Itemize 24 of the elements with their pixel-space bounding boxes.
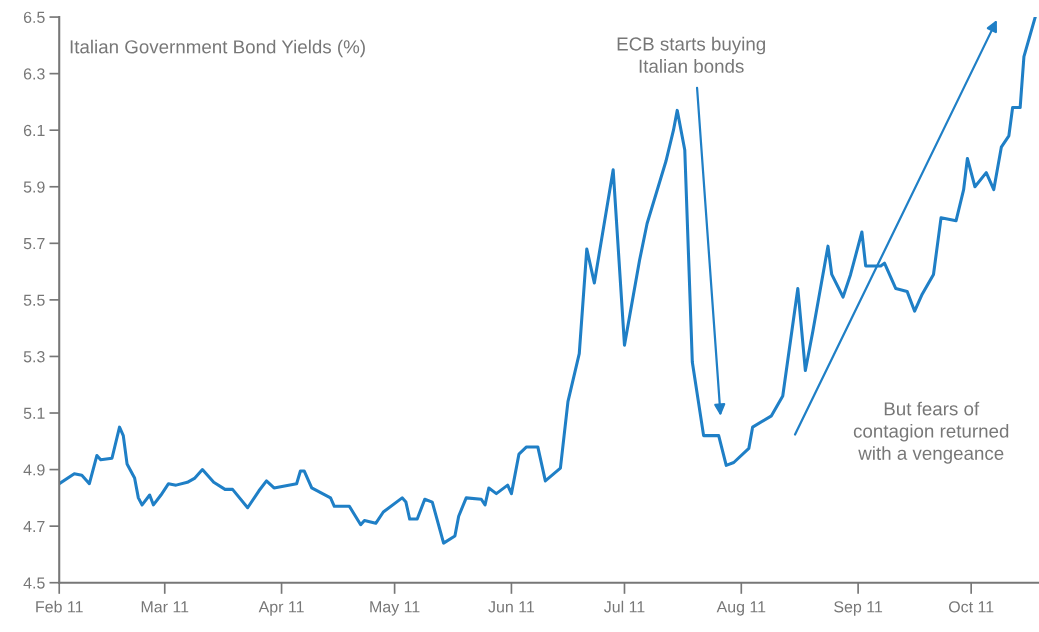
text: Italian Government Bond Yields (%) bbox=[70, 39, 365, 58]
y-tick-label: 5.9 bbox=[23, 181, 45, 193]
y-tick-label: 5.3 bbox=[23, 351, 45, 363]
y-tick-label: 5.5 bbox=[23, 294, 45, 306]
x-tick-label: Apr 11 bbox=[258, 601, 304, 616]
y-tick-label: 6.3 bbox=[23, 68, 45, 80]
x-tick-label: Mar 11 bbox=[141, 601, 189, 613]
x-tick-label: Jun 11 bbox=[488, 601, 535, 613]
line-series bbox=[59, 17, 1037, 545]
y-tick-label: 4.9 bbox=[23, 464, 45, 476]
x-tick-label: Jul 11 bbox=[604, 600, 645, 613]
y-tick-label: 4.5 bbox=[23, 577, 45, 589]
x-tick-label: May 11 bbox=[370, 601, 420, 616]
x-tick-label: Feb 11 bbox=[36, 600, 83, 613]
y-tick-label: 6.1 bbox=[23, 124, 45, 137]
y-tick-label: 5.7 bbox=[23, 238, 45, 250]
x-tick-label: Sep 11 bbox=[834, 601, 883, 616]
annotation: But fears of contagion returned with a vengeance bbox=[853, 401, 1009, 464]
x-tick-label: Oct 11 bbox=[948, 601, 994, 613]
annotation: ECB starts buying Italian bonds bbox=[617, 36, 766, 73]
y-tick-label: 6.5 bbox=[23, 11, 45, 24]
y-tick-label: 5.1 bbox=[23, 407, 45, 419]
x-tick-label: Aug 11 bbox=[716, 601, 766, 616]
y-tick-label: 4.7 bbox=[23, 520, 45, 532]
